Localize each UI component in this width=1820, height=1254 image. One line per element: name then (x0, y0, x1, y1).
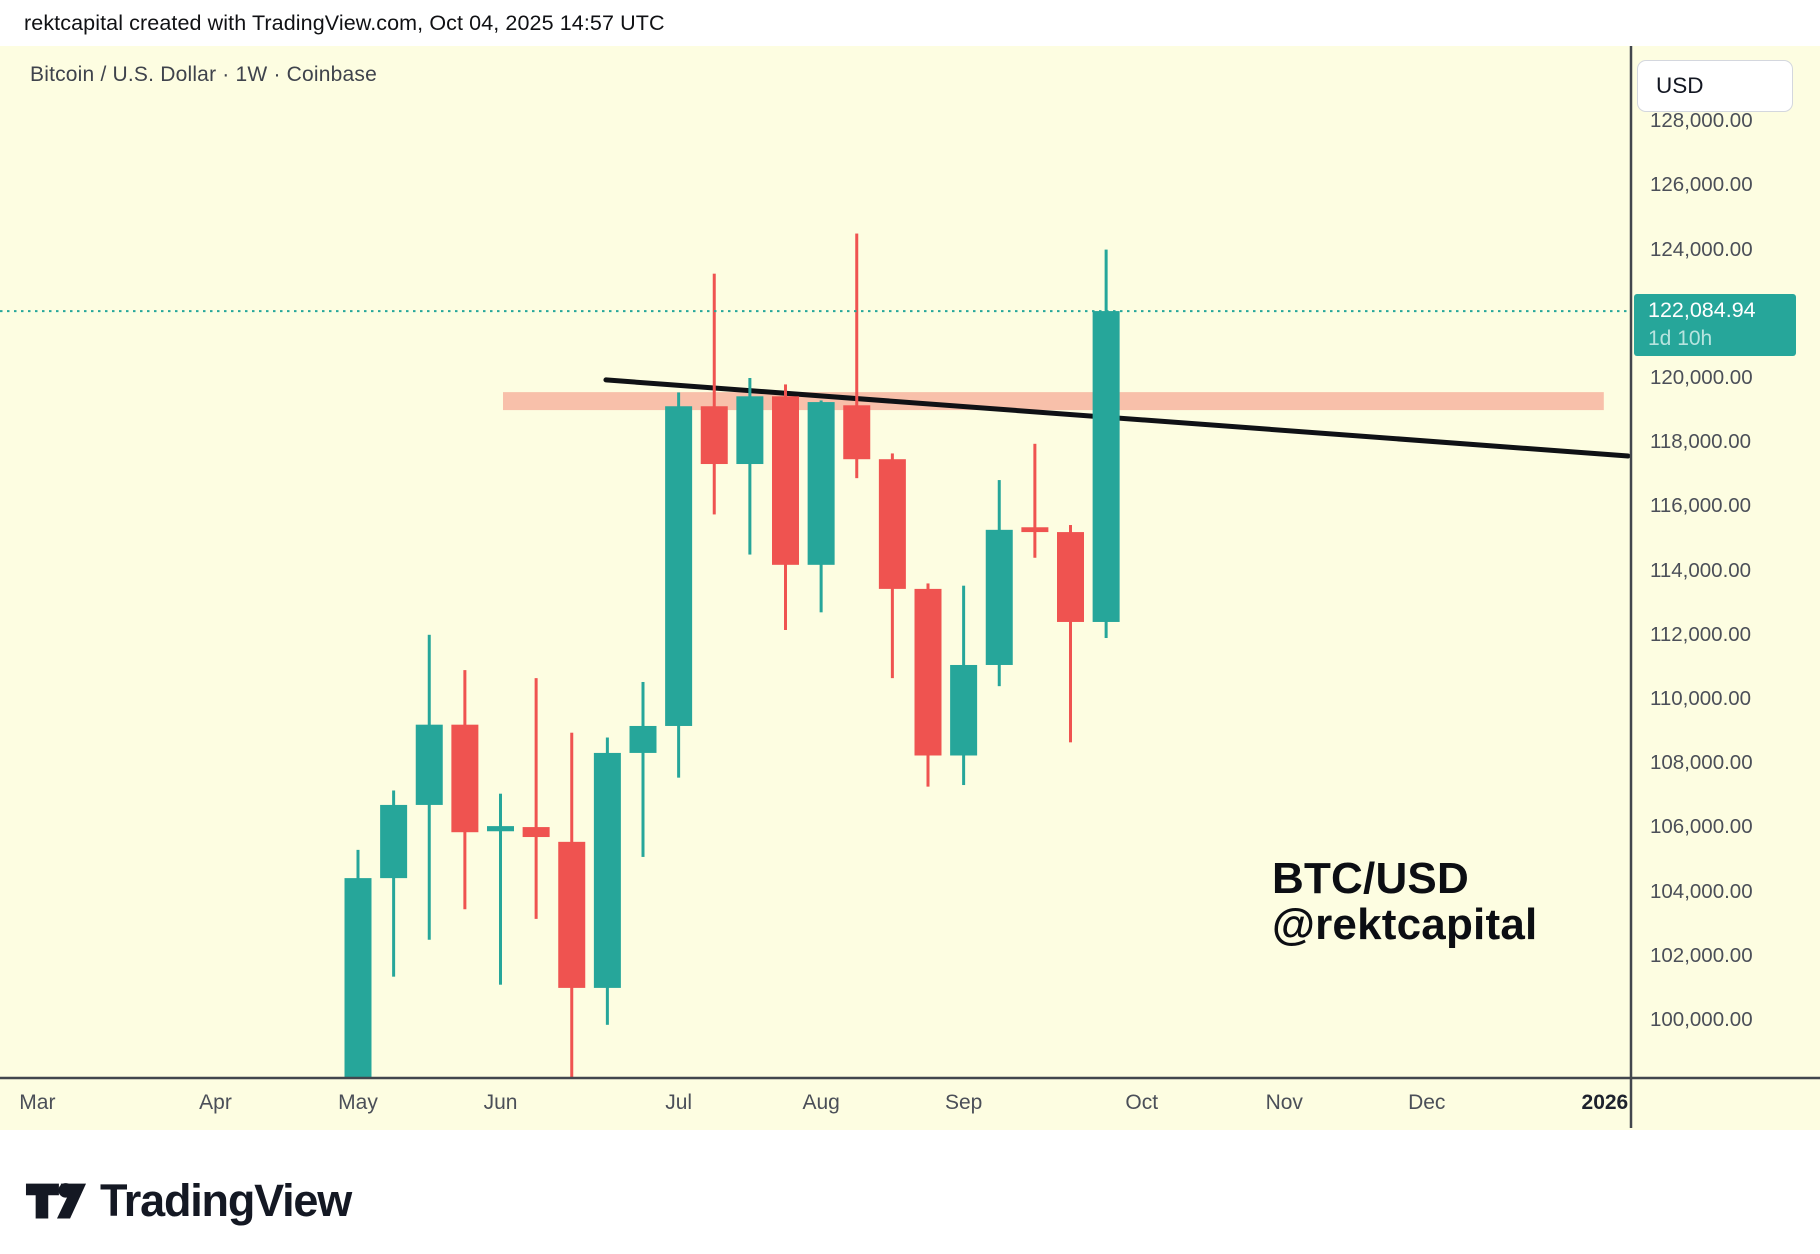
candle (1057, 525, 1084, 743)
price-tick-label: 120,000.00 (1650, 366, 1753, 389)
candle-body (629, 725, 657, 753)
bar-close-countdown: 1d 10h (1648, 327, 1713, 351)
candle (415, 634, 443, 940)
candle-wick (1069, 525, 1072, 743)
candle-body (700, 406, 728, 465)
price-tick-label: 112,000.00 (1650, 622, 1752, 646)
tradingview-wordmark: TradingView (100, 1175, 352, 1226)
candle (772, 384, 799, 630)
candle-wick (534, 678, 538, 919)
candle (487, 793, 514, 985)
time-tick-month-label: Aug (802, 1091, 840, 1114)
candle (700, 273, 728, 515)
candle (451, 670, 479, 910)
price-tick-label: 100,000.00 (1650, 1008, 1753, 1031)
candle (1021, 443, 1049, 558)
candle (736, 378, 764, 555)
candle-body (1057, 532, 1084, 622)
time-tick-month-label: Apr (199, 1091, 232, 1114)
candle (914, 583, 942, 787)
candle-body (843, 405, 871, 460)
currency-toggle-label: USD (1656, 73, 1704, 98)
watermark: BTC/USD @rektcapital (1272, 856, 1537, 948)
price-tick-label: 128,000.00 (1650, 109, 1753, 133)
symbol-title: Bitcoin / U.S. Dollar · 1W · Coinbase (30, 63, 378, 86)
candle-body (950, 664, 978, 756)
price-tick-label: 124,000.00 (1650, 237, 1753, 261)
candle (558, 732, 586, 1077)
candle (629, 681, 657, 857)
candle (665, 392, 693, 778)
price-tick-label: 110,000.00 (1650, 687, 1752, 710)
candle (950, 585, 978, 786)
price-tick-label: 102,000.00 (1650, 943, 1753, 967)
candle-body (522, 827, 550, 838)
currency-toggle-button[interactable]: USD (1637, 60, 1793, 112)
candle-body (451, 724, 479, 833)
candle-body (878, 459, 906, 589)
candle-body (736, 396, 764, 465)
candle-body (772, 396, 799, 565)
time-axis[interactable]: Mar Apr May Jun Jul Aug Sep Oct Nov Dec 2026 (0, 1079, 1631, 1130)
candle-wick (1033, 443, 1037, 558)
candle-wick (712, 273, 716, 515)
candle-body (380, 804, 408, 879)
candle-body (558, 841, 586, 988)
watermark-handle: @rektcapital (1272, 900, 1538, 949)
last-price-badge: 122,084.94 1d 10h (1634, 294, 1796, 357)
candle-wick (392, 790, 396, 977)
time-tick-month-label: Nov (1265, 1091, 1303, 1114)
candle-body (344, 878, 372, 1077)
candle (344, 849, 372, 1077)
price-tick-label: 104,000.00 (1650, 879, 1753, 903)
chart-background (0, 46, 1820, 1130)
candle (985, 480, 1013, 687)
time-tick-year-label: 2026 (1581, 1091, 1629, 1114)
candle (593, 737, 621, 1025)
candle-body (487, 826, 514, 832)
time-tick-month-label: Mar (19, 1091, 56, 1114)
candle-wick (855, 233, 859, 479)
price-tick-label: 126,000.00 (1650, 173, 1753, 197)
time-tick-month-label: Jun (483, 1091, 518, 1114)
candle-body (593, 752, 621, 988)
time-tick-month-label: Oct (1125, 1091, 1159, 1114)
time-tick-month-label: Sep (944, 1091, 983, 1114)
candle (843, 233, 871, 479)
price-tick-label: 114,000.00 (1650, 558, 1752, 582)
attribution-bar: rektcapital created with TradingView.com… (0, 0, 1820, 46)
price-tick-label: 106,000.00 (1650, 815, 1753, 839)
candle-body (1092, 311, 1120, 622)
candle-wick (748, 378, 752, 555)
price-tick-label: 116,000.00 (1650, 494, 1752, 518)
candle-body (914, 588, 942, 756)
watermark-symbol: BTC/USD (1272, 854, 1469, 903)
candle (807, 400, 835, 613)
candle (1092, 249, 1120, 639)
tradingview-logo-icon (25, 1183, 87, 1219)
price-tick-label: 108,000.00 (1650, 751, 1753, 775)
time-tick-month-label: May (338, 1091, 378, 1114)
candle (380, 790, 408, 977)
footer-background (0, 1130, 1820, 1254)
time-tick-month-label: Jul (665, 1091, 693, 1114)
last-price-value: 122,084.94 (1648, 297, 1756, 322)
candle-body (807, 402, 835, 565)
candle-body (1021, 527, 1049, 533)
time-tick-month-label: Dec (1408, 1091, 1446, 1114)
candle-body (985, 529, 1013, 665)
candle-body (415, 724, 443, 805)
chart-layers (0, 233, 1631, 1077)
candle (878, 453, 906, 679)
tradingview-logo: TradingView (25, 1175, 352, 1227)
price-tick-label: 118,000.00 (1650, 430, 1752, 454)
candle-body (665, 406, 693, 726)
attribution-text: rektcapital created with TradingView.com… (24, 10, 665, 35)
candle-wick (499, 793, 502, 985)
candle-wick (641, 681, 645, 857)
candle (522, 678, 550, 919)
